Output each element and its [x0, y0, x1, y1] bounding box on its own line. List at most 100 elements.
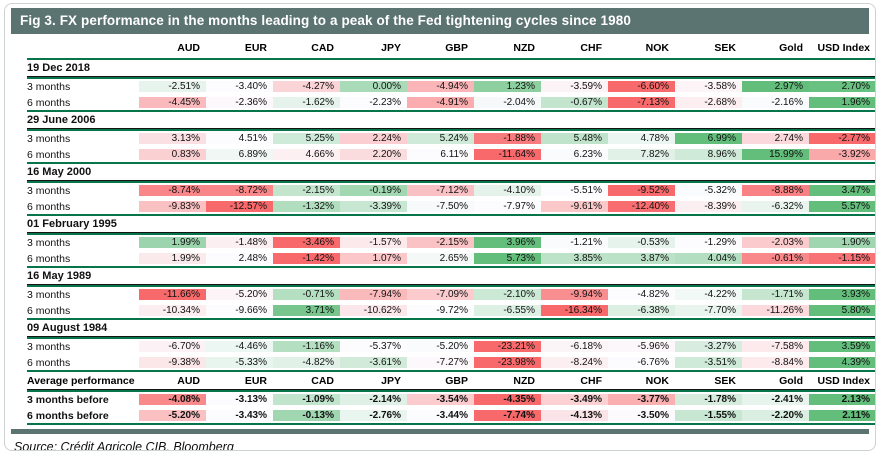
section-date: 16 May 2000: [27, 166, 92, 178]
col-header-usd-index: USD Index: [817, 41, 870, 54]
value-cell-chf: -9.94%: [541, 289, 608, 300]
value-cell-nzd: -23.21%: [474, 341, 541, 352]
value-cell-usd-index: 1.90%: [809, 237, 875, 248]
value-cell-gbp: 5.24%: [407, 133, 474, 144]
value-cell-chf: -9.61%: [541, 201, 608, 212]
value-cell-jpy: -7.94%: [340, 289, 407, 300]
value-cell-chf: -1.21%: [541, 237, 608, 248]
value-cell-cad: -2.15%: [273, 185, 340, 196]
value-cell-nok: 3.87%: [608, 253, 675, 264]
col-header-nzd: NZD: [513, 41, 535, 54]
data-row: 3 months 3.13% 4.51% 5.25% 2.24% 5.24% -1.88% 5…: [27, 131, 875, 146]
value-cell-usd-index: 1.96%: [809, 97, 875, 108]
value-cell-gold: -1.71%: [742, 289, 809, 300]
value-cell-cad: -4.82%: [273, 357, 340, 368]
col-header-nok: NOK: [645, 374, 669, 387]
section-date-row: 09 August 1984: [27, 320, 875, 337]
value-cell-cad: -3.46%: [273, 237, 340, 248]
source-note: Source: Crédit Agricole CIB, Bloomberg: [14, 440, 234, 451]
value-cell-gold: 15.99%: [742, 149, 809, 160]
row-label: 3 months before: [27, 393, 109, 406]
value-cell-gold: -2.16%: [742, 97, 809, 108]
col-header-chf: CHF: [580, 41, 602, 54]
value-cell-eur: -9.66%: [206, 305, 273, 316]
value-cell-gbp: -7.50%: [407, 201, 474, 212]
value-cell-chf: -4.13%: [541, 410, 608, 421]
row-gap: [27, 407, 875, 408]
value-cell-aud: -2.51%: [139, 81, 206, 92]
value-cell-nok: -5.96%: [608, 341, 675, 352]
data-row: 6 months before -5.20% -3.43% -0.13% -2.76% -…: [27, 408, 875, 423]
row-label: 6 months: [27, 96, 71, 109]
value-cell-chf: -8.24%: [541, 357, 608, 368]
col-header-nzd: NZD: [513, 374, 535, 387]
col-header-eur: EUR: [244, 374, 267, 387]
value-cell-usd-index: -1.15%: [809, 253, 875, 264]
value-cell-eur: -3.40%: [206, 81, 273, 92]
value-cell-jpy: 2.20%: [340, 149, 407, 160]
bottom-divider-bar: [11, 429, 869, 434]
value-cell-usd-index: 5.57%: [809, 201, 875, 212]
value-cell-sek: 4.04%: [675, 253, 742, 264]
value-cell-aud: -4.08%: [139, 394, 206, 405]
value-cell-jpy: -3.61%: [340, 357, 407, 368]
row-label: 3 months: [27, 184, 71, 197]
value-cell-chf: -6.18%: [541, 341, 608, 352]
value-cell-aud: 1.99%: [139, 237, 206, 248]
value-cell-nok: -12.40%: [608, 201, 675, 212]
section-data-block: 3 months 3.13% 4.51% 5.25% 2.24% 5.24% -1.88% 5…: [27, 129, 875, 164]
value-cell-aud: 0.83%: [139, 149, 206, 160]
value-cell-cad: -4.27%: [273, 81, 340, 92]
row-gap: [27, 198, 875, 199]
data-row: 6 months -10.34% -9.66% 3.71% -10.62% -9.72% -…: [27, 303, 875, 318]
value-cell-usd-index: -2.77%: [809, 133, 875, 144]
row-gap: [27, 250, 875, 251]
value-cell-nok: -6.60%: [608, 81, 675, 92]
value-cell-jpy: 2.24%: [340, 133, 407, 144]
row-label: 6 months: [27, 252, 71, 265]
data-row: 3 months before -4.08% -3.13% -1.09% -2.14% -…: [27, 392, 875, 407]
value-cell-nok: -7.13%: [608, 97, 675, 108]
row-label: 3 months: [27, 236, 71, 249]
value-cell-cad: -1.09%: [273, 394, 340, 405]
section-date-row: 19 Dec 2018: [27, 60, 875, 77]
value-cell-jpy: -2.76%: [340, 410, 407, 421]
value-cell-gbp: -9.72%: [407, 305, 474, 316]
row-label: 3 months: [27, 132, 71, 145]
value-cell-usd-index: 4.39%: [809, 357, 875, 368]
value-cell-sek: 8.96%: [675, 149, 742, 160]
value-cell-sek: -2.68%: [675, 97, 742, 108]
value-cell-nok: -3.50%: [608, 410, 675, 421]
value-cell-gbp: 2.65%: [407, 253, 474, 264]
value-cell-sek: -7.70%: [675, 305, 742, 316]
value-cell-nok: -3.77%: [608, 394, 675, 405]
value-cell-sek: -4.22%: [675, 289, 742, 300]
value-cell-eur: -12.57%: [206, 201, 273, 212]
value-cell-sek: -1.55%: [675, 410, 742, 421]
data-row: 6 months -9.38% -5.33% -4.82% -3.61% -7.27% -2…: [27, 355, 875, 370]
value-cell-sek: -3.58%: [675, 81, 742, 92]
value-cell-eur: -1.48%: [206, 237, 273, 248]
col-header-aud: AUD: [177, 374, 200, 387]
value-cell-nzd: -11.64%: [474, 149, 541, 160]
value-cell-jpy: -1.57%: [340, 237, 407, 248]
value-cell-gold: -2.03%: [742, 237, 809, 248]
value-cell-gold: -8.88%: [742, 185, 809, 196]
column-header-row: AUD EUR CAD JPY GBP NZD CHF NOK SEK Gold USD Index: [27, 37, 875, 60]
value-cell-nzd: -6.55%: [474, 305, 541, 316]
value-cell-jpy: 0.00%: [340, 81, 407, 92]
average-performance-label: Average performance: [27, 374, 135, 387]
section-date: 16 May 1989: [27, 270, 92, 282]
section-date: 19 Dec 2018: [27, 62, 90, 74]
value-cell-chf: -0.67%: [541, 97, 608, 108]
value-cell-cad: 5.25%: [273, 133, 340, 144]
col-header-aud: AUD: [177, 41, 200, 54]
value-cell-aud: -9.83%: [139, 201, 206, 212]
row-label: 3 months: [27, 340, 71, 353]
value-cell-gold: -2.20%: [742, 410, 809, 421]
value-cell-gbp: -3.44%: [407, 410, 474, 421]
value-cell-nzd: 5.73%: [474, 253, 541, 264]
col-header-gold: Gold: [779, 41, 803, 54]
value-cell-aud: -10.34%: [139, 305, 206, 316]
value-cell-sek: -5.32%: [675, 185, 742, 196]
